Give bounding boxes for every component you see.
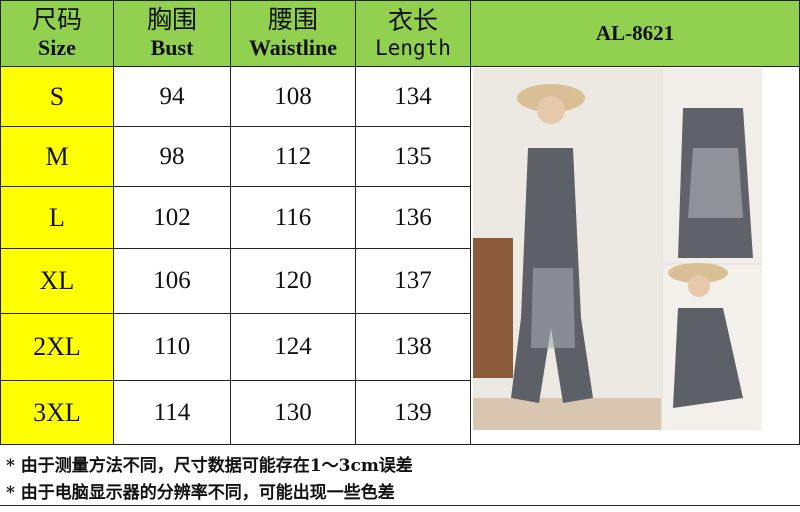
cell-length: 135	[355, 126, 471, 187]
cell-waist: 124	[230, 313, 356, 381]
cell-waist: 108	[230, 66, 356, 127]
cell-size: 2XL	[0, 313, 114, 381]
header-size-en: Size	[38, 35, 76, 61]
cell-length: 139	[355, 380, 471, 445]
header-waist: 腰围 Waistline	[230, 0, 356, 67]
note-measurement: * 由于测量方法不同，尺寸数据可能存在1～3cm误差	[6, 456, 413, 476]
notes: * 由于测量方法不同，尺寸数据可能存在1～3cm误差 * 由于电脑显示器的分辨率…	[0, 444, 800, 506]
cell-bust: 110	[113, 313, 231, 381]
header-model: AL-8621	[470, 0, 800, 67]
cell-waist: 130	[230, 380, 356, 445]
header-size: 尺码 Size	[0, 0, 114, 67]
header-size-cn: 尺码	[31, 5, 82, 35]
cell-bust: 114	[113, 380, 231, 445]
header-waist-en: Waistline	[248, 35, 337, 61]
cell-waist: 112	[230, 126, 356, 187]
cell-waist: 120	[230, 248, 356, 314]
header-bust-cn: 胸围	[146, 5, 197, 35]
product-photo	[473, 68, 762, 430]
cell-length: 138	[355, 313, 471, 381]
header-length-en: Length	[375, 35, 451, 60]
cell-size: L	[0, 186, 114, 249]
cell-bust: 102	[113, 186, 231, 249]
cell-length: 136	[355, 186, 471, 249]
cell-bust: 94	[113, 66, 231, 127]
cell-size: 3XL	[0, 380, 114, 445]
cell-size: XL	[0, 248, 114, 314]
cell-length: 134	[355, 66, 471, 127]
header-length: 衣长 Length	[355, 0, 471, 67]
header-length-cn: 衣长	[387, 6, 438, 36]
cell-length: 137	[355, 248, 471, 314]
header-bust-en: Bust	[150, 35, 194, 61]
note-color: * 由于电脑显示器的分辨率不同，可能出现一些色差	[6, 483, 395, 503]
model-number: AL-8621	[595, 21, 675, 46]
cell-size: S	[0, 66, 114, 127]
cell-bust: 98	[113, 126, 231, 187]
cell-size: M	[0, 126, 114, 187]
header-waist-cn: 腰围	[267, 5, 318, 35]
cell-waist: 116	[230, 186, 356, 249]
cell-bust: 106	[113, 248, 231, 314]
header-bust: 胸围 Bust	[113, 0, 231, 67]
